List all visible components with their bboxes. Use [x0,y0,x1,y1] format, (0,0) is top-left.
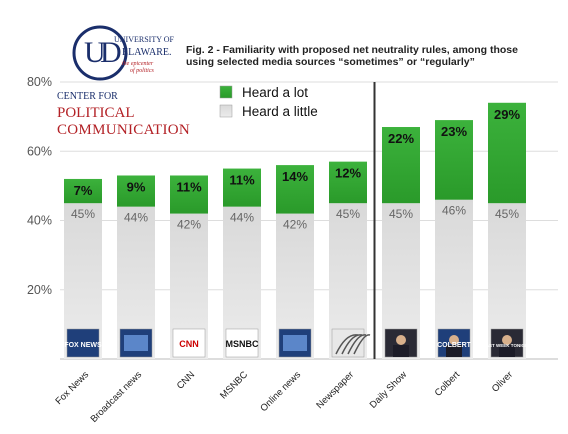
bar-group: 29% 45% LAST WEEK TONIGHT [483,102,531,359]
value-label-heard-a-little: 44% [230,211,254,225]
svg-text:U: U [84,36,106,69]
value-label-heard-a-lot: 29% [494,107,520,122]
logo-text: FOX NEWS [64,342,102,349]
host-head-icon [449,335,459,345]
svg-text:of politics: of politics [130,67,154,74]
logo-text: CNN [179,339,199,349]
newspaper-fold-icon [347,334,367,355]
outlet-logo-icon: CNN [172,328,206,358]
category-label: Broadcast news [89,369,145,425]
screen-glow-icon [283,335,307,351]
y-tick-label: 80% [27,75,52,89]
svg-text:ELAWARE.: ELAWARE. [122,47,171,58]
bar-heard-a-lot [223,168,261,207]
bar-heard-a-lot [64,178,102,204]
outlet-logo-icon: MSNBC [225,328,259,358]
outlet-logo-icon [278,328,312,358]
category-label: Daily Show [368,369,409,410]
newspaper-fold-icon [335,334,359,355]
host-suit-icon [499,345,515,357]
legend-label: Heard a lot [242,85,308,100]
bar-heard-a-lot [382,127,420,204]
value-label-heard-a-lot: 22% [388,131,414,146]
category-label: Online news [258,369,303,414]
category-label: Colbert [433,369,463,399]
legend-swatch [219,85,233,99]
value-label-heard-a-lot: 9% [127,179,146,194]
bar-group: 11% 44% MSNBC [223,168,261,359]
legend-swatch [219,104,233,118]
value-label-heard-a-little: 45% [495,207,519,221]
bar-heard-a-lot [435,120,473,200]
outlet-logo-icon: LAST WEEK TONIGHT [483,328,531,358]
svg-text:UNIVERSITY OF: UNIVERSITY OF [114,35,174,44]
outlet-logo-icon: FOX NEWS [64,328,102,358]
outlet-logo-icon: COLBERT [437,328,472,358]
bar-group: 14% 42% [276,165,314,359]
bar-group: 11% 42% CNN [170,175,208,359]
legend-label: Heard a little [242,104,318,119]
host-suit-icon [393,345,409,357]
logo-tile [225,328,259,358]
value-label-heard-a-little: 45% [71,207,95,221]
host-suit-icon [446,345,462,357]
category-label: MSNBC [218,369,250,401]
logo-tile [66,328,100,358]
value-label-heard-a-lot: 11% [229,173,255,188]
bar-heard-a-lot [329,161,367,204]
y-tick-label: 60% [27,144,52,158]
logo-text: MSNBC [226,339,259,349]
value-label-heard-a-little: 42% [177,218,201,232]
bar-group: 9% 44% [117,175,155,359]
chart-title: Fig. 2 - Familiarity with proposed net n… [186,44,518,68]
value-label-heard-a-lot: 14% [282,169,308,184]
category-label: CNN [175,369,197,391]
host-head-icon [502,335,512,345]
center-logo: CENTER FOR POLITICAL COMMUNICATION [57,86,191,139]
category-label: Fox News [53,369,91,407]
newspaper-fold-icon [341,334,363,355]
svg-text:the epicenter: the epicenter [122,61,154,67]
bar-group: 23% 46% COLBERT [435,120,473,359]
value-label-heard-a-lot: 23% [441,124,467,139]
value-label-heard-a-lot: 7% [74,183,93,198]
legend: Heard a lot Heard a little [219,85,318,119]
outlet-logo-icon [119,328,153,358]
screen-glow-icon [124,335,148,351]
university-seal-icon: U D UNIVERSITY OF ELAWARE. the epicenter… [72,25,174,81]
y-tick-label: 40% [27,214,52,228]
center-name-2: COMMUNICATION [57,122,191,138]
value-label-heard-a-little: 44% [124,211,148,225]
bar-group: 12% 45% [329,161,371,359]
value-label-heard-a-little: 45% [336,207,360,221]
value-label-heard-a-little: 46% [442,204,466,218]
bar-heard-a-lot [117,175,155,207]
center-prefix: CENTER FOR [57,91,118,102]
university-logo: U D UNIVERSITY OF ELAWARE. the epicenter… [70,22,180,84]
category-label: Newspaper [314,369,356,411]
logo-tile [172,328,206,358]
bar-heard-a-lot [170,175,208,214]
host-head-icon [396,335,406,345]
bar-group: 22% 45% [382,127,420,359]
outlet-logo-icon [384,328,418,358]
bar-heard-a-lot [276,165,314,214]
svg-text:D: D [100,36,122,69]
y-tick-label: 20% [27,283,52,297]
value-label-heard-a-little: 45% [389,207,413,221]
logo-text: COLBERT [437,342,472,349]
center-name-1: POLITICAL [57,105,135,121]
value-label-heard-a-little: 42% [283,218,307,232]
value-label-heard-a-lot: 11% [176,179,202,194]
newspaper-fold-icon [353,334,371,355]
bar-group: 7% 45% FOX NEWS [64,178,102,359]
value-label-heard-a-lot: 12% [335,166,361,181]
logo-text: LAST WEEK TONIGHT [483,343,531,348]
outlet-logo-icon [331,328,371,358]
bar-heard-a-lot [488,102,526,204]
category-label: Oliver [490,369,515,394]
